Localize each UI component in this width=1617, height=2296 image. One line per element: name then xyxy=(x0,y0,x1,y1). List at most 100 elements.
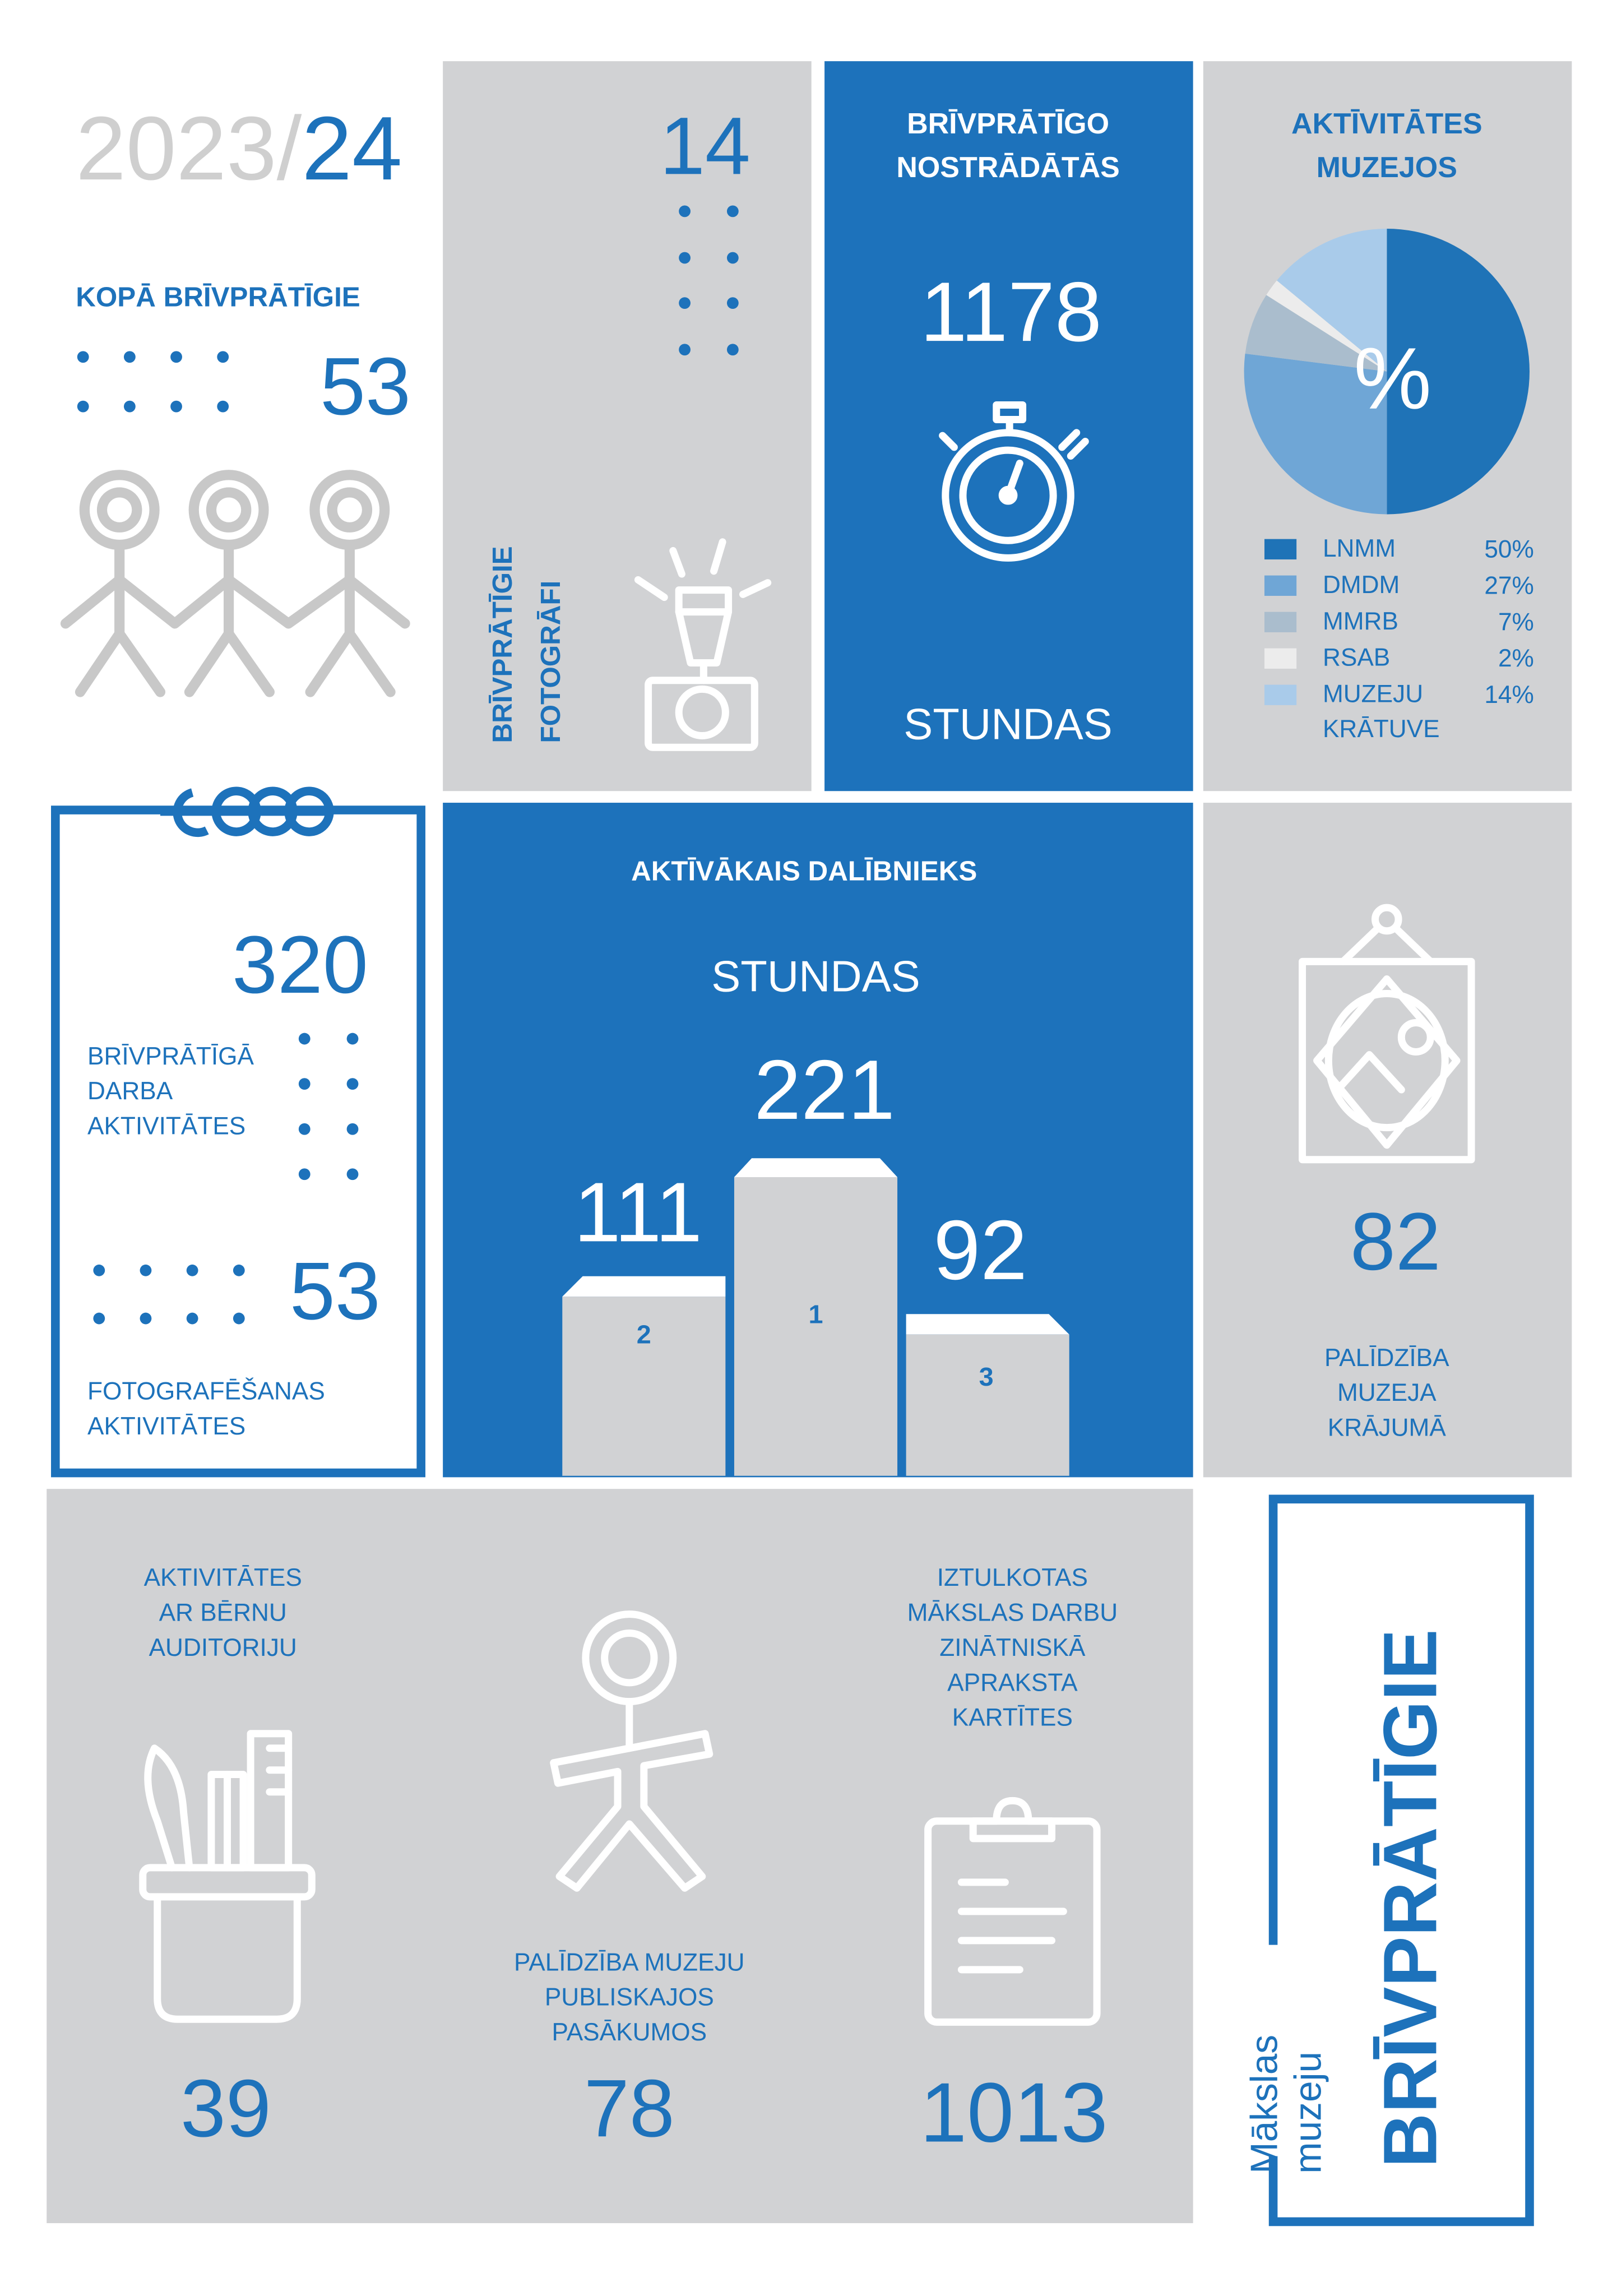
podium xyxy=(562,1158,1069,1476)
legend-label: LNMM xyxy=(1322,534,1396,563)
dot xyxy=(726,297,739,309)
legend-label: RSAB xyxy=(1322,644,1391,672)
dot xyxy=(93,1264,105,1276)
pie-slice xyxy=(1266,280,1387,372)
pie-symbol: % xyxy=(1354,330,1431,428)
dot xyxy=(346,1168,359,1181)
calendar-rings xyxy=(160,786,334,837)
dot xyxy=(298,1033,311,1045)
people-icon-part xyxy=(305,543,355,697)
podium-top xyxy=(906,1314,1069,1335)
people-icon-part xyxy=(224,628,275,697)
clipboard-icon-part xyxy=(969,1797,1056,1843)
dot xyxy=(217,400,229,413)
podium-top xyxy=(734,1158,898,1177)
dot xyxy=(217,351,229,363)
legend-swatch xyxy=(1264,684,1297,705)
work-label: DARBA xyxy=(87,1077,173,1105)
children-label: AKTIVITĀTES xyxy=(144,1564,302,1591)
hours-title: NOSTRĀDĀTĀS xyxy=(896,151,1119,184)
dot xyxy=(233,1312,245,1325)
collection-count: 82 xyxy=(1350,1196,1441,1287)
podium-place: 2 xyxy=(637,1320,651,1349)
work-label: BRĪVPRĀTĪGĀ xyxy=(87,1043,254,1070)
people-icon-part xyxy=(96,487,142,533)
dot xyxy=(186,1312,198,1325)
dot xyxy=(346,1078,359,1090)
children-count: 39 xyxy=(180,2062,271,2154)
dot xyxy=(123,400,136,413)
people-icon-part xyxy=(79,470,160,550)
camera-icon xyxy=(634,538,772,751)
frame-icon-part xyxy=(1299,957,1475,1164)
dot xyxy=(679,205,691,217)
brushes-icon-part xyxy=(247,1730,293,1872)
dot xyxy=(726,205,739,217)
stopwatch-icon-part xyxy=(1058,429,1081,451)
hours-value: 1178 xyxy=(920,265,1102,359)
dot xyxy=(679,252,691,264)
people-icon-part xyxy=(206,487,252,533)
cards-label: IZTULKOTAS xyxy=(937,1564,1088,1591)
panel-photographers xyxy=(443,61,812,791)
collection-label: MUZEJA xyxy=(1337,1379,1437,1406)
people-icon xyxy=(60,470,410,697)
clipboard-icon xyxy=(924,1797,1101,2026)
brand-line: muzeju xyxy=(1287,2052,1329,2174)
cards-label: MĀKSLAS DARBU xyxy=(907,1599,1118,1627)
dot xyxy=(346,1033,359,1045)
brand-frame xyxy=(1268,1494,1534,2226)
dot xyxy=(298,1168,311,1181)
events-label: PUBLISKAJOS xyxy=(545,1984,714,2011)
brushes-icon xyxy=(139,1730,316,2023)
brushes-icon-part xyxy=(144,1744,193,1872)
podium-place: 3 xyxy=(979,1362,994,1391)
pie-slice xyxy=(1244,353,1387,515)
camera-icon-part xyxy=(669,547,685,578)
dot xyxy=(298,1078,311,1090)
camera-icon-part xyxy=(675,685,729,739)
brand-title: BRĪVPRĀTĪGIE xyxy=(1368,1629,1452,2168)
people-icon-part xyxy=(75,543,125,697)
work-label: AKTIVITĀTES xyxy=(87,1113,245,1140)
legend-swatch xyxy=(1264,539,1297,560)
legend-value: 14% xyxy=(1484,681,1533,709)
legend: LNMM 50% DMDM 27% MMRB 7% RSAB 2% MUZEJU KRĀTUVE… xyxy=(1264,534,1534,743)
dot xyxy=(170,351,182,363)
pie-slice xyxy=(1245,295,1387,372)
events-label: PASĀKUMOS xyxy=(552,2019,707,2046)
hours-title: BRĪVPRĀTĪGO xyxy=(907,108,1109,140)
legend-label-box: MUZEJU KRĀTUVE xyxy=(1323,681,1440,743)
camera-icon-part xyxy=(710,538,726,575)
activities-title: AKTĪVITĀTES xyxy=(1291,108,1482,140)
clipboard-icon-part xyxy=(924,1817,1101,2026)
calendar-rings-part xyxy=(173,788,209,837)
frame-icon-part xyxy=(1336,1051,1405,1094)
people-icon-part xyxy=(188,470,269,550)
legend-swatch xyxy=(1264,575,1297,596)
top-title: AKTĪVĀKAIS DALĪBNIEKS xyxy=(631,856,977,887)
photo-count: 53 xyxy=(290,1245,381,1336)
work-count: 320 xyxy=(232,919,368,1010)
dots xyxy=(77,351,229,413)
podium-hours: 221 xyxy=(754,1043,895,1137)
cards-label: ZINĀTNISKĀ xyxy=(939,1634,1086,1661)
legend-value: 27% xyxy=(1484,572,1533,599)
people-icon-part xyxy=(184,543,234,697)
cards-count: 1013 xyxy=(920,2066,1108,2160)
dot xyxy=(123,351,136,363)
stopwatch-icon-part xyxy=(1067,437,1089,460)
children-label: AR BĒRNU xyxy=(159,1599,287,1627)
legend-label-box: RSAB xyxy=(1322,644,1391,672)
brushes-icon-part xyxy=(154,1893,301,2023)
legend-label-box: MMRB xyxy=(1323,608,1398,635)
dot xyxy=(298,1123,311,1135)
frame-icon-part xyxy=(1392,924,1434,965)
photo-label: FOTOGRAFĒŠANAS xyxy=(87,1377,325,1405)
legend-value: 50% xyxy=(1484,535,1533,563)
figure-icon xyxy=(550,1610,713,1892)
podium-block xyxy=(906,1334,1069,1476)
dot xyxy=(186,1264,198,1276)
panel-bottom xyxy=(47,1489,1193,2224)
podium-block xyxy=(562,1297,726,1476)
